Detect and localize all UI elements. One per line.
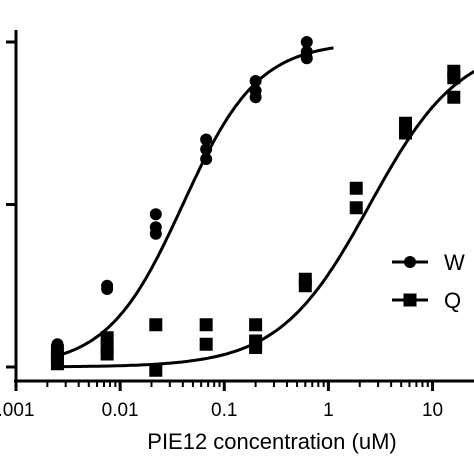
point-series-2: [199, 337, 213, 351]
point-series-2: [298, 279, 312, 293]
legend-label: W: [444, 250, 465, 275]
point-series-2: [249, 341, 263, 354]
point-series-1: [200, 153, 213, 165]
point-series-2: [447, 71, 461, 85]
point-series-1: [200, 143, 213, 156]
legend-marker: [404, 256, 416, 268]
point-series-2: [399, 126, 413, 140]
point-series-1: [149, 208, 162, 221]
x-axis-label: PIE12 concentration (uM): [147, 429, 396, 454]
axes: .001 0.01 0.1 1 10: [0, 30, 474, 421]
fit-curve-1: [56, 46, 334, 358]
legend: WQ: [392, 250, 465, 313]
x-tick-label: 1: [323, 400, 334, 421]
x-tick-label: .001: [0, 400, 34, 421]
x-tick-label: 0.1: [211, 400, 237, 421]
data-points: [50, 36, 461, 377]
x-tick-label: 0.01: [102, 400, 139, 421]
point-series-2: [199, 318, 213, 332]
point-series-1: [300, 36, 313, 48]
point-series-1: [101, 279, 114, 292]
point-series-2: [149, 363, 163, 377]
x-tick-label: 10: [422, 400, 443, 421]
point-series-1: [249, 91, 262, 104]
fit-curves: [56, 46, 474, 369]
point-series-1: [200, 133, 213, 146]
point-series-2: [447, 90, 461, 104]
fit-curve-2: [57, 69, 474, 369]
point-series-2: [100, 347, 114, 361]
point-series-2: [349, 201, 363, 215]
point-series-2: [249, 318, 263, 332]
point-series-1: [300, 52, 313, 65]
point-series-2: [149, 318, 163, 332]
point-series-1: [249, 75, 262, 87]
point-series-2: [349, 181, 363, 195]
legend-marker: [403, 293, 417, 307]
point-series-1: [149, 227, 162, 240]
legend-label: Q: [444, 288, 461, 313]
point-series-2: [50, 357, 64, 371]
